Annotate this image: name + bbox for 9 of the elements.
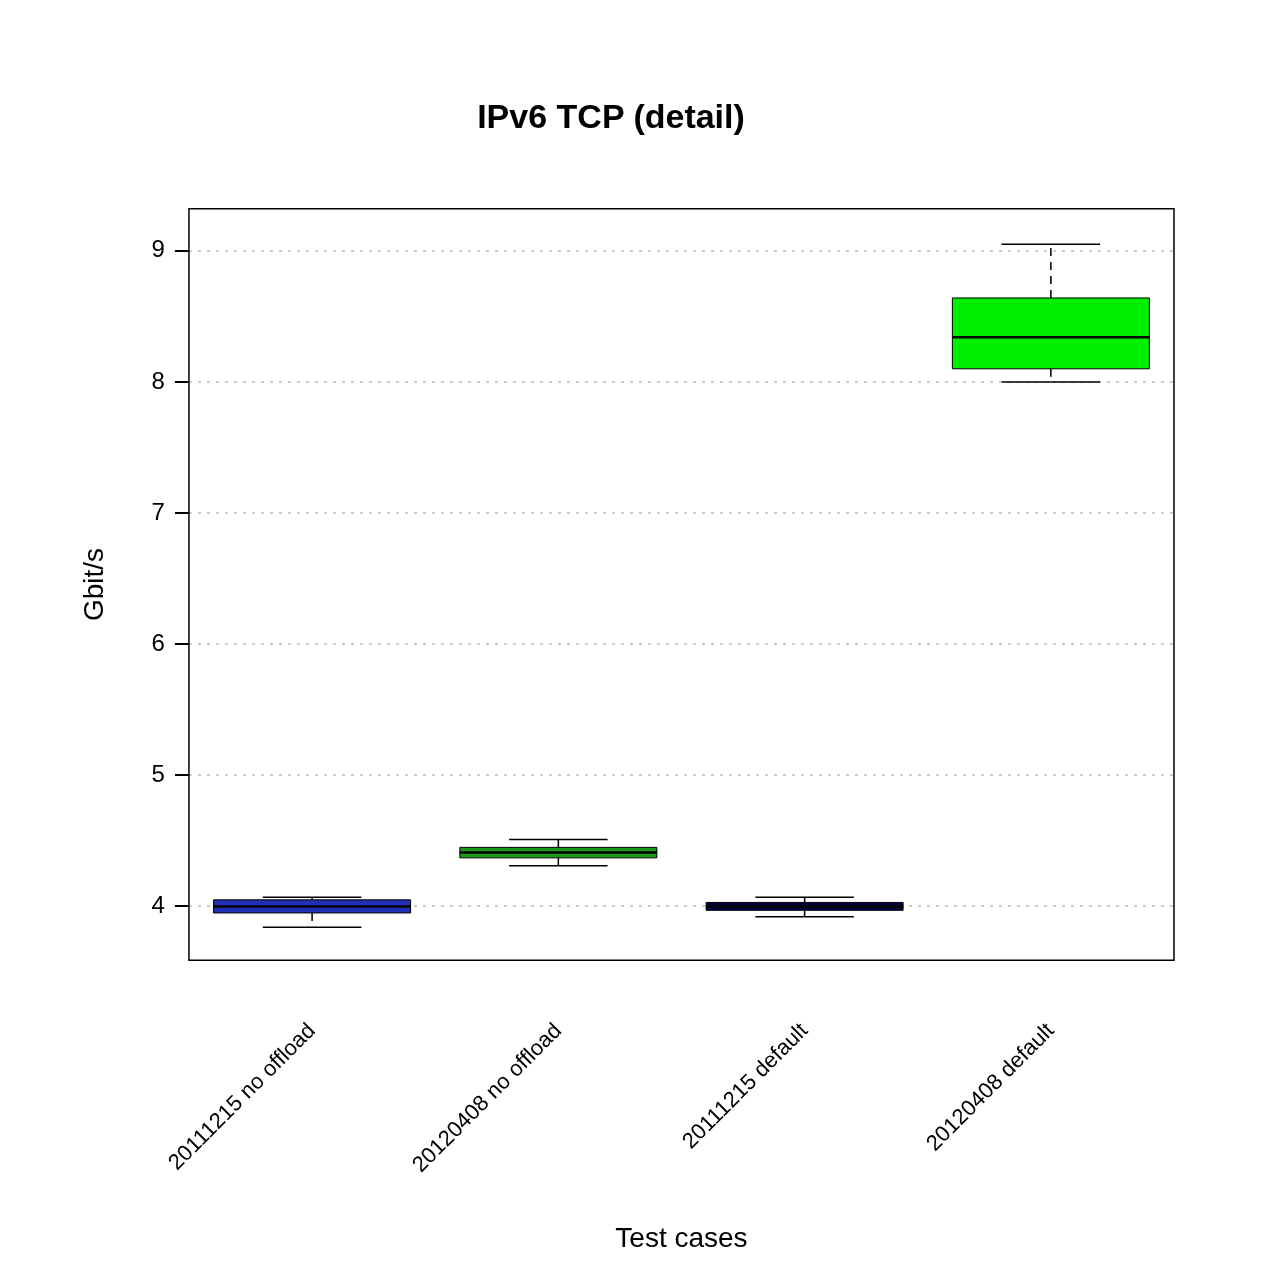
y-tick-label: 9 xyxy=(151,235,165,263)
y-tick-label: 5 xyxy=(151,759,165,787)
y-axis-title: Gbit/s xyxy=(77,547,109,622)
x-axis-title: Test cases xyxy=(615,1221,748,1253)
chart-title: IPv6 TCP (detail) xyxy=(477,96,745,135)
y-tick-label: 8 xyxy=(151,366,165,394)
y-tick-label: 6 xyxy=(151,628,165,656)
y-tick-label: 4 xyxy=(151,891,165,919)
y-tick-label: 7 xyxy=(151,497,165,525)
